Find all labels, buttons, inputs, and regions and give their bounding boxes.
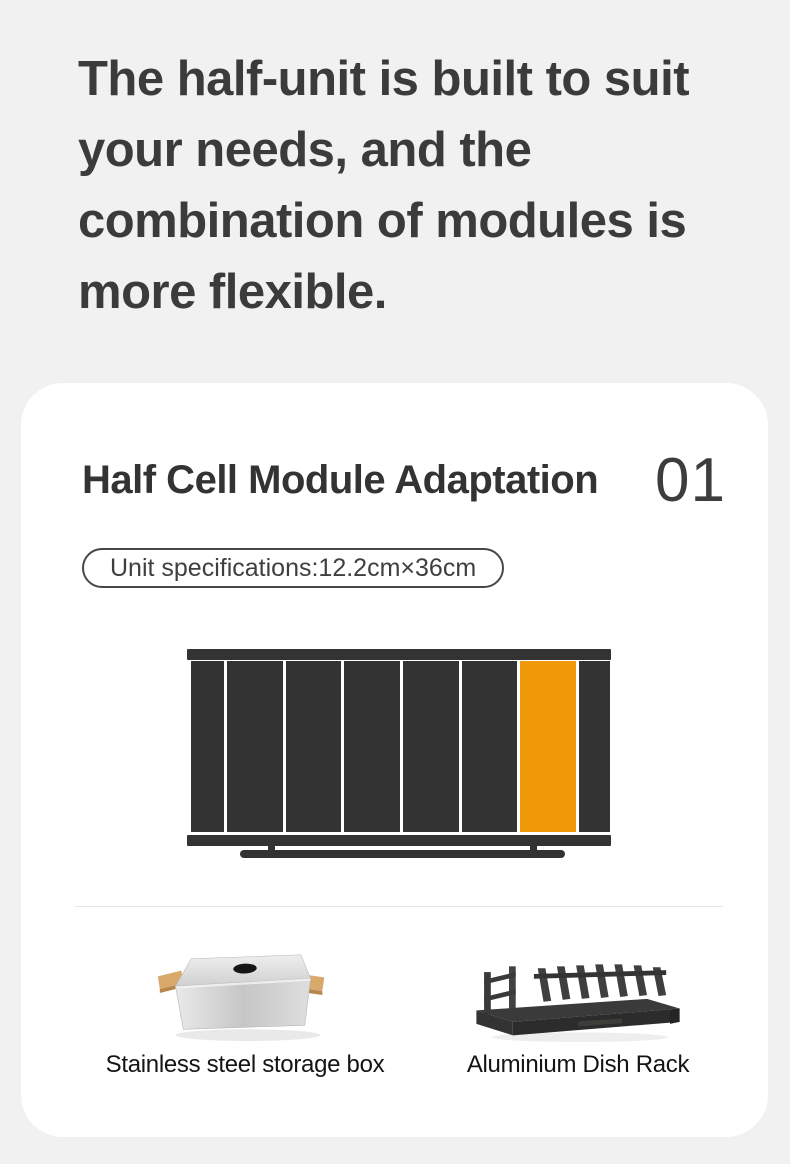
module-panel: [462, 661, 517, 832]
diagram-bottom-rail: [187, 835, 611, 846]
divider: [75, 906, 723, 907]
heading-line: The half-unit is built to suit: [78, 52, 690, 106]
heading-line: combination of modules is: [78, 194, 687, 248]
diagram-leg-left: [268, 845, 275, 851]
card-title: Half Cell Module Adaptation: [82, 458, 599, 502]
aluminium-dish-rack-image: [428, 943, 728, 1043]
diagram-top-rail: [187, 649, 611, 660]
unit-spec-badge-label: Unit specifications:12.2cm×36cm: [110, 553, 477, 582]
module-panel: [344, 661, 400, 832]
module-panel: [403, 661, 459, 832]
storage-box-illustration: [157, 954, 325, 1042]
heading-line: your needs, and the: [78, 123, 532, 177]
feature-card: Half Cell Module Adaptation 01 Unit spec…: [21, 383, 768, 1137]
product-stainless-steel-storage-box: Stainless steel storage box: [95, 943, 395, 1079]
module-panel: [286, 661, 341, 832]
section-number: 01: [655, 446, 726, 515]
module-row: [191, 661, 610, 832]
module-panel: [191, 661, 224, 832]
product-aluminium-dish-rack: Aluminium Dish Rack: [428, 943, 728, 1079]
diagram-foot-bar: [240, 850, 565, 858]
half-cell-module-diagram: [187, 649, 611, 859]
heading-line: more flexible.: [78, 265, 387, 319]
stainless-steel-storage-box-image: [95, 943, 395, 1043]
product-label: Aluminium Dish Rack: [466, 1051, 690, 1078]
product-label: Stainless steel storage box: [105, 1051, 385, 1078]
module-panel: [579, 661, 610, 832]
module-panel: [227, 661, 283, 832]
page-heading: The half-unit is built to suit your need…: [78, 44, 758, 328]
module-panel-highlighted: [520, 661, 576, 832]
unit-spec-badge: Unit specifications:12.2cm×36cm: [82, 548, 505, 588]
dish-rack-illustration: [476, 964, 680, 1043]
diagram-leg-right: [530, 845, 537, 851]
